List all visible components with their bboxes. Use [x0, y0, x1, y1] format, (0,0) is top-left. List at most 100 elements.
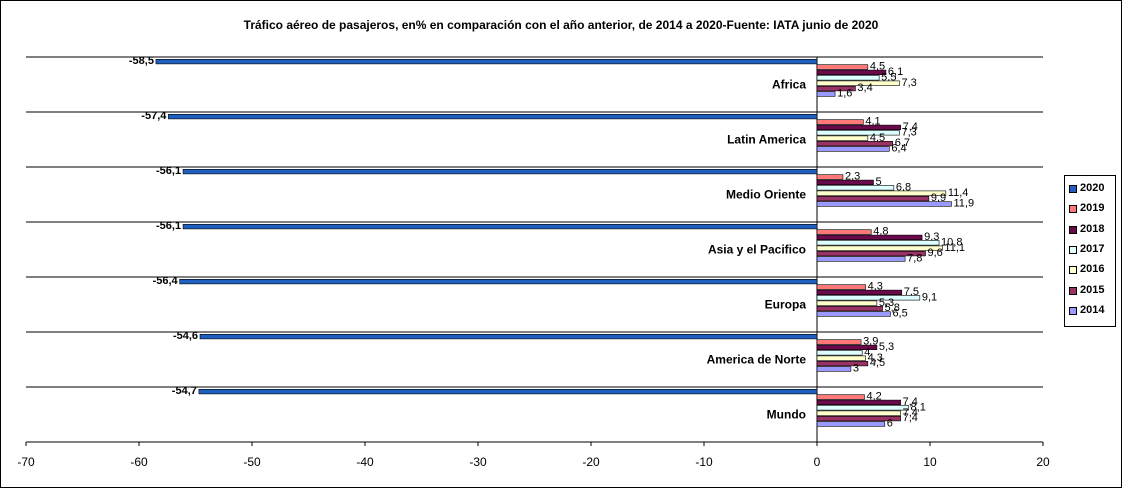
data-label: 4,5 [870, 61, 885, 73]
data-label: 7,4 [903, 412, 918, 424]
data-label: 7,3 [901, 126, 916, 138]
bar-2018 [816, 289, 903, 296]
bar-2015 [816, 86, 856, 92]
bar-2019 [816, 229, 872, 235]
legend-item-2014: 2014 [1069, 303, 1115, 319]
legend-label: 2016 [1080, 263, 1105, 276]
data-label: 4,3 [868, 281, 883, 293]
bar-2018 [816, 399, 901, 406]
bar-2015 [816, 305, 883, 312]
bar-2016 [816, 245, 943, 251]
legend-item-2015: 2015 [1069, 283, 1115, 299]
data-label: -54,7 [172, 385, 197, 397]
legend-swatch [1069, 205, 1077, 214]
data-label: 4 [864, 346, 870, 358]
legend-label: 2017 [1080, 242, 1105, 255]
bar-2014 [816, 256, 906, 262]
data-label: 6,8 [896, 181, 911, 193]
data-label: 11,4 [948, 187, 969, 199]
data-label: 6,7 [895, 137, 910, 149]
bar-2018 [816, 344, 878, 351]
bar-2020 [182, 224, 818, 230]
legend-swatch [1069, 225, 1077, 234]
bar-2014 [816, 146, 890, 152]
data-label: 5 [876, 176, 882, 188]
data-label: 9,9 [931, 192, 946, 204]
data-label: -57,4 [141, 110, 167, 122]
bar-2017 [816, 240, 940, 246]
bar-2015 [816, 141, 894, 147]
bar-2016 [816, 135, 869, 141]
data-label: 7,4 [903, 396, 918, 408]
x-tick-label: -70 [17, 455, 35, 469]
data-label: 5,3 [879, 297, 894, 309]
legend: 2020 2019 2018 2017 2016 2015 2014 [1064, 175, 1116, 327]
bar-2016 [816, 355, 866, 361]
data-label: 4,8 [873, 226, 888, 238]
data-label: 5,8 [885, 302, 900, 314]
bar-2016 [816, 190, 947, 196]
data-label: 4,5 [870, 132, 885, 144]
category-label: Latin America [727, 133, 806, 147]
category-label: Mundo [767, 408, 806, 422]
bar-2019 [816, 119, 864, 125]
bar-2014 [816, 91, 836, 97]
bar-2017 [816, 185, 895, 191]
category-label: America de Norte [707, 353, 807, 367]
bar-2020 [168, 114, 818, 120]
category-label: Medio Oriente [726, 188, 806, 202]
data-label: 11,9 [953, 198, 974, 210]
data-label: 2,3 [845, 171, 860, 183]
data-label: 10,8 [941, 236, 962, 248]
bar-2017 [816, 75, 880, 81]
category-label: Africa [772, 78, 806, 92]
bar-2020 [155, 58, 818, 65]
bar-2020 [182, 169, 818, 175]
data-label: 3,4 [857, 82, 872, 94]
data-label: 5,5 [881, 71, 896, 83]
bar-2014 [816, 366, 852, 372]
bar-2014 [816, 201, 952, 207]
bar-2019 [816, 174, 844, 180]
data-label: -56,4 [153, 275, 179, 287]
x-tick-label: -60 [130, 455, 148, 469]
bar-2019 [816, 284, 866, 290]
data-label: -56,1 [156, 165, 181, 177]
bar-2016 [816, 80, 900, 86]
bar-2019 [816, 64, 869, 70]
data-label: 4,1 [865, 116, 880, 128]
data-label: 6,5 [892, 308, 907, 320]
category-label: Europa [765, 298, 807, 312]
x-tick-label: 0 [814, 455, 821, 469]
x-tick-label: -10 [695, 455, 713, 469]
data-label: 5,3 [879, 341, 894, 353]
data-label: 6,1 [888, 66, 903, 78]
bar-2017 [816, 350, 863, 356]
bar-2018 [816, 234, 923, 241]
x-tick-label: -30 [469, 455, 487, 469]
bar-2018 [816, 179, 874, 186]
legend-item-2019: 2019 [1069, 201, 1115, 217]
bar-2015 [816, 360, 869, 367]
bar-2016 [816, 300, 878, 306]
legend-label: 2015 [1080, 283, 1105, 296]
data-label: 1,6 [837, 88, 852, 100]
legend-item-2018: 2018 [1069, 222, 1115, 238]
legend-swatch [1069, 306, 1077, 315]
x-tick-label: 20 [1036, 455, 1050, 469]
data-label: -58,5 [129, 55, 154, 67]
bar-2017 [816, 130, 900, 136]
data-label: 7,5 [904, 286, 919, 298]
legend-swatch [1069, 266, 1077, 275]
bar-2019 [816, 394, 865, 400]
bar-2020 [199, 333, 818, 340]
data-label: 11,1 [944, 242, 965, 254]
legend-swatch [1069, 286, 1077, 295]
data-label: 9,6 [927, 247, 942, 259]
bar-2015 [816, 415, 901, 422]
chart-title: Tráfico aéreo de pasajeros, en% en compa… [243, 18, 879, 32]
legend-swatch [1069, 245, 1077, 254]
data-label: 4,5 [870, 357, 885, 369]
data-label: 3 [853, 363, 859, 375]
